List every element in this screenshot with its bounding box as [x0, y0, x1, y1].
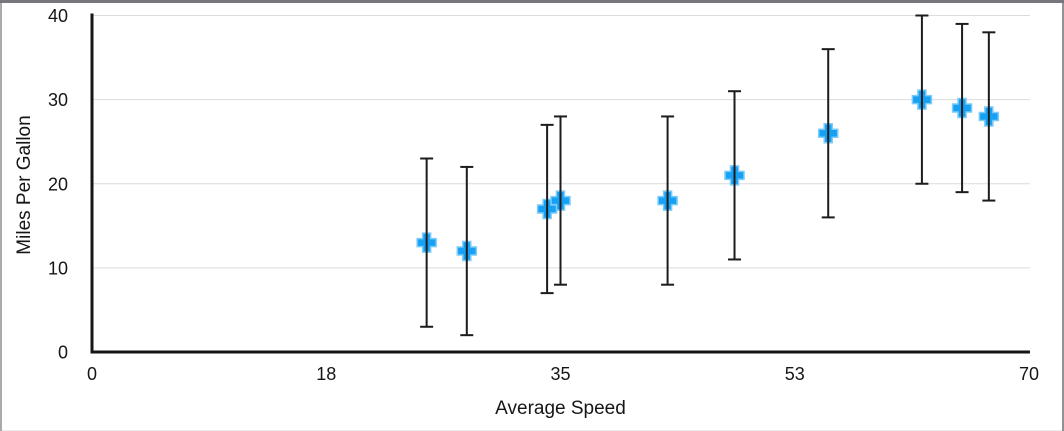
x-axis-title: Average Speed	[495, 398, 626, 419]
x-tick-label: 18	[316, 364, 336, 384]
y-tick-label: 0	[58, 343, 68, 363]
x-tick-label: 0	[87, 364, 97, 384]
y-tick-label: 40	[48, 6, 68, 26]
x-tick-label: 70	[1019, 364, 1039, 384]
y-tick-label: 30	[48, 90, 68, 110]
y-tick-label: 20	[48, 174, 68, 194]
y-tick-label: 10	[48, 258, 68, 278]
x-tick-label: 53	[785, 364, 805, 384]
x-tick-label: 35	[550, 364, 570, 384]
y-axis-title: Miles Per Gallon	[14, 115, 35, 255]
